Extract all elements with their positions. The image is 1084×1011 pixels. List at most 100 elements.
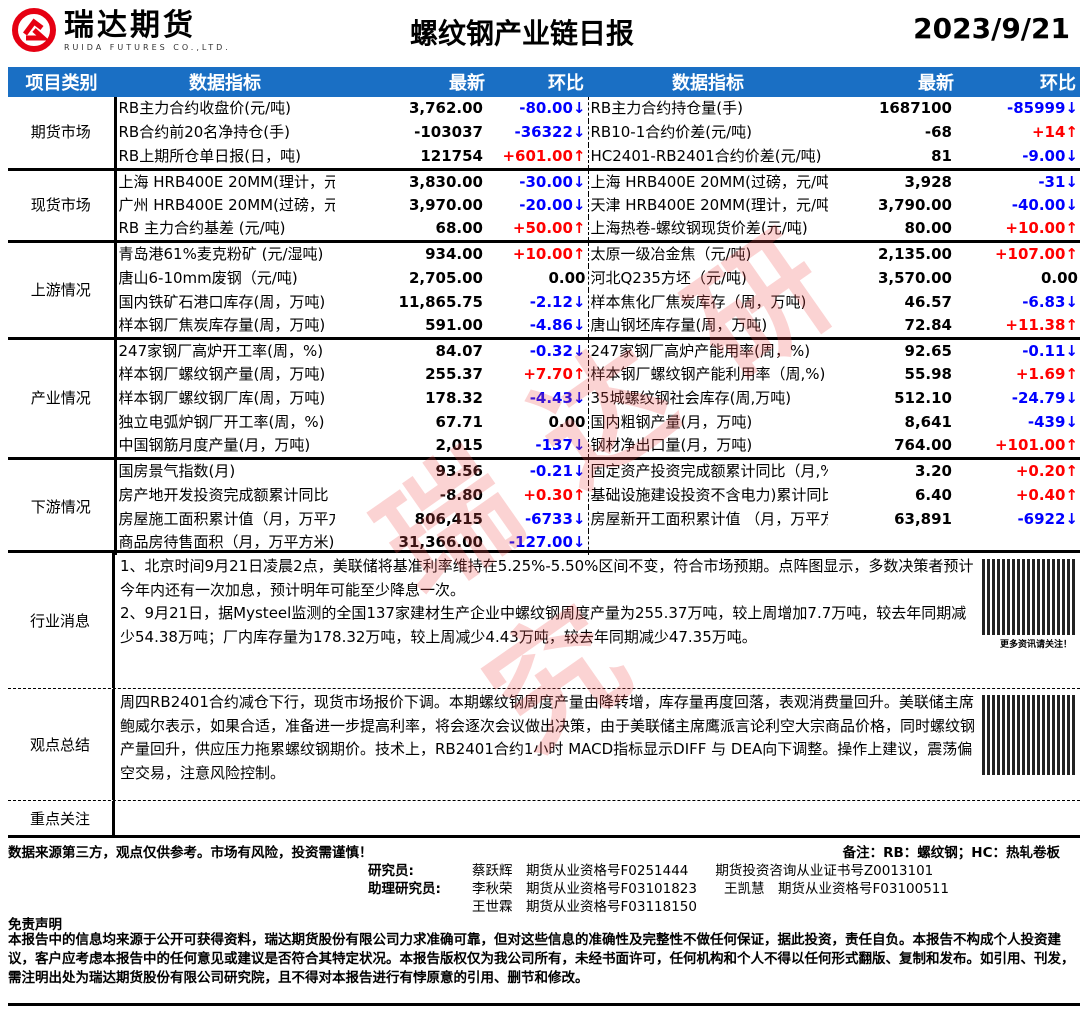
company-logo: 瑞达期货 RUIDA FUTURES CO.,LTD. bbox=[12, 8, 231, 52]
report-header: 瑞达期货 RUIDA FUTURES CO.,LTD. 螺纹钢产业链日报 202… bbox=[0, 0, 1084, 66]
change-value: -6733↓ bbox=[485, 507, 589, 531]
latest-value: 67.71 bbox=[435, 412, 483, 431]
table-row: 中国钢筋月度产量(月，万吨) 2,015 -137↓ 钢材净出口量(月，万吨) 764.… bbox=[8, 434, 1080, 459]
indicator-name: 中国钢筋月度产量(月，万吨) bbox=[118, 436, 311, 455]
change-value: -31↓ bbox=[954, 167, 1080, 194]
focus-section: 重点关注 bbox=[8, 800, 1080, 838]
indicator-name: 钢材净出口量(月，万吨) bbox=[590, 436, 753, 455]
table-row: 期货市场 RB主力合约收盘价(元/吨) 3,762.00 -80.00↓ RB主力合约持… bbox=[8, 97, 1080, 170]
latest-value: 3,762.00 bbox=[408, 99, 483, 118]
change-value: +50.00↑ bbox=[485, 217, 589, 242]
latest-value: 46.57 bbox=[904, 292, 952, 311]
change-value: -24.79↓ bbox=[1011, 389, 1078, 408]
latest-value: 3,570.00 bbox=[877, 268, 952, 287]
bottom-rule bbox=[8, 1003, 1080, 1006]
change-value: +10.00↑ bbox=[1005, 219, 1078, 238]
latest-value: 764.00 bbox=[894, 436, 952, 455]
view-section: 观点总结 周四RB2401合约减仓下行，现货市场报价下调。本期螺纹钢周度产量由降… bbox=[8, 688, 1080, 800]
news-label: 行业消息 bbox=[8, 553, 115, 688]
change-value: -2.12↓ bbox=[485, 290, 589, 314]
indicator-name: 样本钢厂焦炭库存量(周，万吨) bbox=[118, 315, 326, 334]
assistant-info: 李秋荣 期货从业资格号F03101823 王凯慧 期货从业资格号F0310051… bbox=[472, 881, 949, 897]
disclaimer-text: 本报告中的信息均来源于公开可获得资料，瑞达期货股份有限公司力求准确可靠，但对这些… bbox=[8, 932, 1075, 986]
indicator-name: 广州 HRB400E 20MM(过磅，元/吨) bbox=[118, 195, 336, 214]
logo-name: 瑞达期货 bbox=[64, 7, 196, 43]
change-value: -6.83↓ bbox=[1022, 292, 1078, 311]
col-category: 项目类别 bbox=[8, 67, 115, 97]
indicator-name: 247家钢厂高炉开工率(周，%) bbox=[115, 337, 335, 363]
latest-value: 80.00 bbox=[904, 219, 952, 238]
latest-value: -8.80 bbox=[439, 485, 483, 504]
change-value: -439↓ bbox=[1027, 412, 1078, 431]
col-latest: 最新 bbox=[335, 67, 485, 97]
latest-value: 3,970.00 bbox=[408, 195, 483, 214]
report-date: 2023/9/21 bbox=[913, 12, 1070, 45]
view-label: 观点总结 bbox=[8, 689, 115, 800]
latest-value: 806,415 bbox=[414, 509, 483, 528]
indicator-name: 房屋施工面积累计值（月，万平方米) bbox=[118, 509, 336, 528]
indicator-name: 国内粗钢产量(月，万吨) bbox=[590, 412, 753, 431]
change-value: +11.38↑ bbox=[1005, 315, 1078, 334]
indicator-name: RB主力合约持仓量(手) bbox=[590, 99, 743, 118]
change-value: -137↓ bbox=[485, 434, 589, 459]
data-source-note: 数据来源第三方，观点仅供参考。市场有风险，投资需谨慎！ bbox=[8, 845, 373, 861]
table-row: 国内铁矿石港口库存(周，万吨) 11,865.75 -2.12↓ 样本焦化厂焦炭库存（… bbox=[8, 290, 1080, 314]
change-value: -6922↓ bbox=[1017, 509, 1078, 528]
assistant-info-2: 王世霖 期货从业资格号F03118150 bbox=[472, 899, 697, 915]
table-row: RB上期所仓单日报(日，吨) 121754 +601.00↑ HC2401-RB240… bbox=[8, 144, 1080, 170]
assistant-label: 助理研究员: bbox=[368, 881, 441, 897]
change-value: -80.00↓ bbox=[485, 97, 589, 121]
indicator-name: RB上期所仓单日报(日，吨) bbox=[118, 146, 301, 165]
col-indicator: 数据指标 bbox=[115, 67, 335, 97]
change-value: -4.43↓ bbox=[485, 386, 589, 411]
table-row: RB 主力合约基差 (元/吨) 68.00 +50.00↑ 上海热卷-螺纹钢现货价差(… bbox=[8, 217, 1080, 242]
indicator-name: 青岛港61%麦克粉矿 (元/湿吨) bbox=[115, 240, 335, 267]
latest-value: 72.84 bbox=[904, 315, 952, 334]
latest-value: 11,865.75 bbox=[398, 292, 483, 311]
focus-label: 重点关注 bbox=[8, 801, 115, 835]
change-value: +601.00↑ bbox=[485, 144, 589, 170]
table-row: 下游情况 国房景气指数(月) 93.56 -0.21↓ 固定资产投资完成额累计同比（月,… bbox=[8, 457, 1080, 555]
latest-value: 93.56 bbox=[335, 457, 485, 484]
change-value: -85999↓ bbox=[1007, 99, 1078, 118]
latest-value: 63,891 bbox=[894, 509, 952, 528]
change-value: +7.70↑ bbox=[485, 362, 589, 387]
latest-value: 934.00 bbox=[335, 240, 485, 267]
change-value: +101.00↑ bbox=[994, 436, 1078, 455]
indicator-name: HC2401-RB2401合约价差(元/吨) bbox=[590, 146, 822, 165]
indicator-name: 样本钢厂螺纹钢厂库(周，万吨) bbox=[118, 389, 326, 408]
table-row: 样本钢厂螺纹钢产量(周，万吨) 255.37 +7.70↑ 样本钢厂螺纹钢产能利用率（… bbox=[8, 362, 1080, 387]
view-text: 周四RB2401合约减仓下行，现货市场报价下调。本期螺纹钢周度产量由降转增，库存… bbox=[120, 693, 976, 782]
change-value: -0.32↓ bbox=[485, 337, 589, 363]
table-row: RB合约前20名净持仓(手) -103037 -36322↓ RB10-1合约价差(元… bbox=[8, 120, 1080, 145]
indicator-name: 房产地开发投资完成额累计同比（月,%) bbox=[118, 485, 336, 504]
table-header-row: 项目类别 数据指标 最新 环比 数据指标 最新 环比 bbox=[8, 67, 1080, 97]
report-title: 螺纹钢产业链日报 bbox=[410, 17, 635, 50]
change-value: 0.00 bbox=[485, 410, 589, 435]
table-row: 房屋施工面积累计值（月，万平方米) 806,415-6733↓房屋新开工面积累计值… bbox=[8, 507, 1080, 531]
table-row: 房产地开发投资完成额累计同比（月,%) -8.80+0.30↑基础设施建设投资不含… bbox=[8, 483, 1080, 508]
researcher-label: 研究员: bbox=[368, 863, 414, 879]
indicator-name: 上海热卷-螺纹钢现货价差(元/吨) bbox=[590, 219, 808, 238]
table-row: 广州 HRB400E 20MM(过磅，元/吨) 3,970.00-20.00↓天津… bbox=[8, 193, 1080, 218]
change-value: +1.69↑ bbox=[1015, 365, 1078, 384]
latest-value: 8,641 bbox=[904, 412, 952, 431]
change-value: -36322↓ bbox=[485, 120, 589, 145]
indicator-name: RB10-1合约价差(元/吨) bbox=[590, 123, 753, 142]
latest-value: 2,015 bbox=[435, 436, 483, 455]
latest-value: 92.65 bbox=[828, 337, 954, 363]
latest-value: 2,705.00 bbox=[408, 268, 483, 287]
latest-value: 55.98 bbox=[904, 365, 952, 384]
latest-value: 121754 bbox=[420, 146, 483, 165]
change-value: 0.00 bbox=[485, 266, 589, 291]
indicator-name: RB合约前20名净持仓(手) bbox=[118, 123, 291, 142]
category-label: 上游情况 bbox=[8, 240, 117, 339]
table-row: 唐山6-10mm废钢（元/吨) 2,705.00 0.00 河北Q235方坯（元/吨)… bbox=[8, 266, 1080, 291]
indicator-name: 35城螺纹钢社会库存(周,万吨) bbox=[590, 389, 792, 408]
news-text: 1、北京时间9月21日凌晨2点，美联储将基准利率维持在5.25%-5.50%区间… bbox=[120, 557, 974, 646]
change-value: 0.00 bbox=[1040, 268, 1078, 287]
latest-value: 3.20 bbox=[828, 457, 954, 484]
change-value: -40.00↓ bbox=[1011, 195, 1078, 214]
latest-value: 512.10 bbox=[894, 389, 952, 408]
latest-value: -103037 bbox=[414, 123, 483, 142]
